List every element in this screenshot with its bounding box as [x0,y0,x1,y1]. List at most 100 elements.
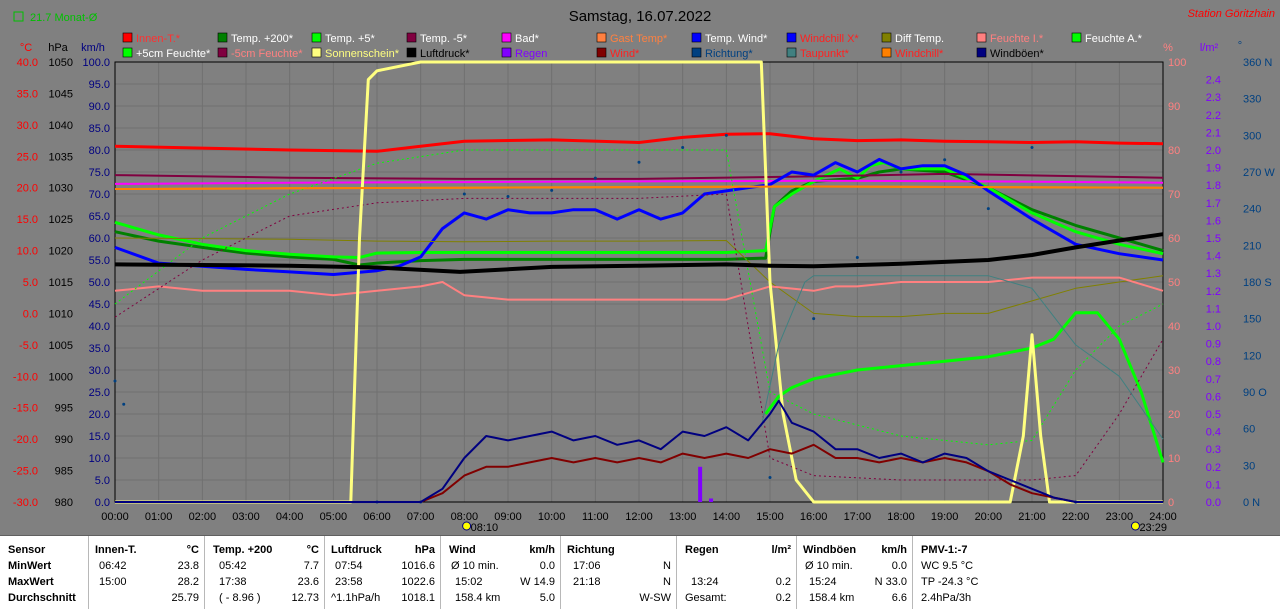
x-tick-label: 00:00 [101,511,129,523]
sunset-icon [1130,521,1140,531]
series-line [114,161,1164,259]
y-tick-direction: 60 [1243,424,1255,436]
y-tick-kmh: 35.0 [89,343,110,355]
wind-row1-value: 0.0 [539,560,555,572]
legend-label: Feuchte A.* [1085,33,1143,45]
stats-panel: Sensor MinWert MaxWert Durchschnitt Inne… [0,535,1280,609]
pmv-windchill: WC 9.5 °C [921,560,974,572]
unit-hpa: hPa [48,42,68,54]
stats-temp: Temp. +200 °C 05:42 7.7 17:38 23.6 ( - 8.96… [204,536,325,609]
y-tick-rain: 0.2 [1206,462,1221,474]
x-tick-label: 05:00 [320,511,348,523]
legend: Innen-T.* Temp. +200* Temp. +5* Temp. -5* Ba… [122,32,1143,60]
y-tick-kmh: 0.0 [95,497,110,509]
y-tick-rain: 0.5 [1206,409,1221,421]
innen-min-value: 23.8 [177,560,199,572]
x-tick-label: 16:00 [800,511,828,523]
x-tick-label: 17:00 [844,511,872,523]
y-tick-celsius: 5.0 [23,277,38,289]
pmv-dewpoint: TP -24.3 °C [921,576,979,588]
direction-point [506,194,510,198]
row-avg-label: Durchschnitt [8,592,76,604]
y-tick-direction: 180 S [1243,277,1272,289]
regen-max-time: 13:24 [691,576,719,588]
legend-swatch [786,47,797,58]
x-tick-label: 12:00 [625,511,653,523]
direction-point [855,256,859,260]
direction-point [899,170,903,174]
y-tick-kmh: 25.0 [89,387,110,399]
legend-label: Windböen* [990,48,1045,60]
y-tick-kmh: 5.0 [95,475,110,487]
series-line [760,275,1164,440]
legend-swatch [596,47,607,58]
y-tick-hpa: 995 [55,403,73,415]
x-tick-label: 18:00 [887,511,915,523]
direction-point [550,188,554,192]
direction-point [943,158,947,162]
wind-row2-value: W 14.9 [520,576,555,588]
station-name: Station Göritzhain [1188,8,1275,20]
y-tick-celsius: -5.0 [19,340,38,352]
y-tick-hpa: 1035 [49,151,73,163]
series-line [764,311,1165,463]
unit-kmh: km/h [81,42,105,54]
row-max-label: MaxWert [8,576,54,588]
druck-min-value: 1016.6 [401,560,435,572]
y-tick-kmh: 10.0 [89,453,110,465]
series-line [115,443,1163,503]
innen-avg-value: 25.79 [171,592,199,604]
legend-swatch [691,47,702,58]
legend-swatch [501,47,512,58]
unit-celsius: °C [20,42,32,54]
x-tick-label: 15:00 [756,511,784,523]
y-tick-rain: 0.7 [1206,374,1221,386]
boeen-row3-value: 6.6 [891,592,907,604]
druck-min-time: 07:54 [335,560,363,572]
x-tick-label: 24:00 [1149,511,1177,523]
direction-point [462,192,466,196]
wind-unit: km/h [529,544,555,556]
stats-innen: Innen-T. °C 06:42 23.8 15:00 28.2 25.79 [88,536,205,609]
series-line [115,399,1163,503]
y-tick-rain: 0.8 [1206,356,1221,368]
series-line [114,179,1164,185]
y-tick-percent: 40 [1168,321,1180,333]
y-tick-rain: 0.1 [1206,479,1221,491]
y-tick-percent: 20 [1168,409,1180,421]
direction-point [1030,146,1034,150]
y-tick-rain: 0.9 [1206,339,1221,351]
unit-percent: % [1163,42,1173,54]
druck-title: Luftdruck [331,544,382,556]
richtung-title: Richtung [567,544,615,556]
y-tick-direction: 120 [1243,350,1261,362]
wind-row3-label: 158.4 km [455,592,501,604]
y-tick-percent: 50 [1168,277,1180,289]
series-line [114,185,1164,190]
monthly-label: 21.7 Monat-Ø [30,12,98,24]
y-tick-percent: 90 [1168,101,1180,113]
monthly-checkbox[interactable] [13,11,24,22]
innen-max-value: 28.2 [177,576,199,588]
druck-unit: hPa [414,544,435,556]
wind-row1-label: Ø 10 min. [451,560,499,572]
boeen-row2-label: 15:24 [809,576,837,588]
sunrise-label: 08:10 [471,522,499,534]
direction-point [113,379,117,383]
series-line [114,132,1164,153]
richtung-row2-time: 21:18 [573,576,601,588]
rain-bar [709,498,714,502]
innen-unit: °C [186,544,199,556]
y-tick-kmh: 45.0 [89,299,110,311]
y-tick-hpa: 985 [55,466,73,478]
y-tick-direction: 360 N [1243,57,1272,69]
y-tick-hpa: 1030 [49,183,73,195]
series-line [114,172,1164,180]
sunset-label: 23:29 [1139,522,1167,534]
richtung-row2-value: N [663,576,671,588]
y-tick-percent: 30 [1168,365,1180,377]
y-tick-percent: 80 [1168,145,1180,157]
temp-unit: °C [306,544,319,556]
legend-swatch [122,32,133,43]
sunrise-icon [462,521,472,531]
